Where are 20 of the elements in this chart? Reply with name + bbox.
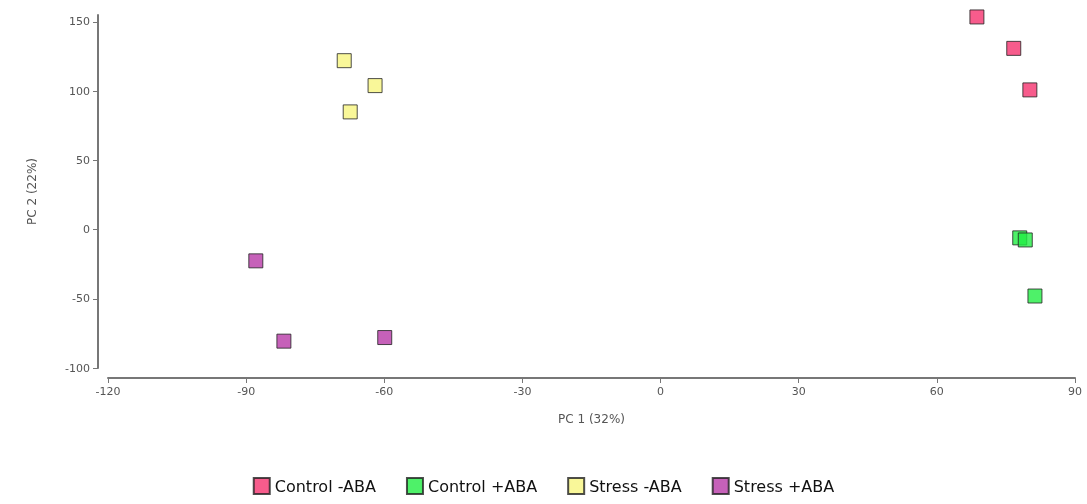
y-axis-title: PC 2 (22%) [25,158,39,225]
x-tick-label: 0 [657,385,665,398]
legend-label: Stress -ABA [589,476,682,496]
y-tick-label: 50 [76,153,90,167]
x-tick-label: 60 [929,385,944,398]
x-tick-label: -120 [95,385,121,398]
y-tick-label: 100 [69,84,90,98]
x-axis-title: PC 1 (32%) [558,412,625,426]
y-tick-label: -100 [65,361,90,375]
legend-label: Control +ABA [427,476,538,496]
x-tick-label: -60 [375,385,394,398]
y-tick-label: 0 [83,223,90,237]
x-tick-label: 90 [1068,385,1082,398]
x-tick-label: 30 [791,385,806,398]
y-tick-label: 150 [69,15,90,29]
x-tick-label: -30 [513,385,532,398]
x-tick-label: -90 [237,385,256,398]
legend-label: Control -ABA [274,476,377,496]
legend-label: Stress +ABA [733,476,835,496]
y-tick-label: -50 [72,292,90,306]
